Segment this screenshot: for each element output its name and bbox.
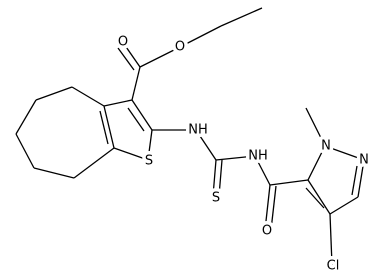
atom-label: NH [248, 149, 268, 164]
atom-label: O [262, 224, 272, 239]
atom-label: NH [188, 123, 208, 138]
atom-label: N [359, 153, 369, 168]
atom-label: S [212, 191, 220, 206]
atom-labels: O O NH S S NH N N O Cl [114, 31, 372, 277]
atom-label: O [118, 35, 128, 50]
atom-label: N [321, 139, 331, 154]
bonds [15, 7, 365, 266]
atom-label: S [145, 154, 153, 169]
atom-label: O [175, 40, 185, 55]
atom-label: Cl [327, 259, 340, 274]
